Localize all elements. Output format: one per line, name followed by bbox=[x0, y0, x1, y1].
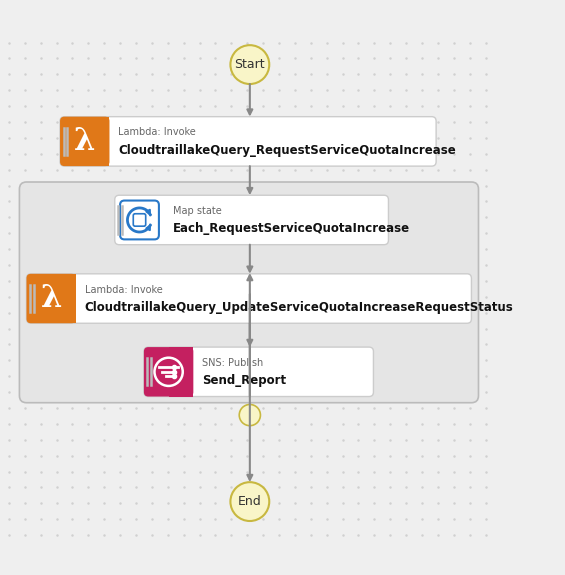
FancyBboxPatch shape bbox=[60, 117, 110, 166]
Text: Send_Report: Send_Report bbox=[202, 374, 286, 387]
FancyBboxPatch shape bbox=[133, 214, 146, 226]
Circle shape bbox=[231, 482, 270, 521]
Text: Start: Start bbox=[234, 58, 265, 71]
FancyBboxPatch shape bbox=[120, 201, 159, 239]
Text: CloudtraillakeQuery_RequestServiceQuotaIncrease: CloudtraillakeQuery_RequestServiceQuotaI… bbox=[118, 144, 456, 157]
Bar bbox=[51, 274, 76, 323]
Circle shape bbox=[239, 404, 260, 426]
Text: λ: λ bbox=[74, 126, 95, 157]
Text: Each_RequestServiceQuotaIncrease: Each_RequestServiceQuotaIncrease bbox=[173, 223, 410, 235]
Text: Lambda: Invoke: Lambda: Invoke bbox=[85, 285, 163, 294]
FancyBboxPatch shape bbox=[115, 196, 389, 245]
FancyBboxPatch shape bbox=[27, 274, 471, 323]
Text: CloudtraillakeQuery_UpdateServiceQuotaIncreaseRequestStatus: CloudtraillakeQuery_UpdateServiceQuotaIn… bbox=[85, 301, 514, 314]
Bar bbox=[168, 347, 193, 397]
Bar bbox=[85, 117, 110, 166]
FancyBboxPatch shape bbox=[27, 274, 76, 323]
Text: Lambda: Invoke: Lambda: Invoke bbox=[118, 128, 196, 137]
FancyBboxPatch shape bbox=[19, 182, 479, 402]
Text: Map state: Map state bbox=[173, 206, 222, 216]
Text: End: End bbox=[238, 495, 262, 508]
FancyBboxPatch shape bbox=[144, 347, 193, 397]
Circle shape bbox=[231, 45, 270, 84]
Text: λ: λ bbox=[41, 283, 62, 314]
FancyBboxPatch shape bbox=[144, 347, 373, 397]
FancyBboxPatch shape bbox=[60, 117, 436, 166]
Text: SNS: Publish: SNS: Publish bbox=[202, 358, 263, 368]
